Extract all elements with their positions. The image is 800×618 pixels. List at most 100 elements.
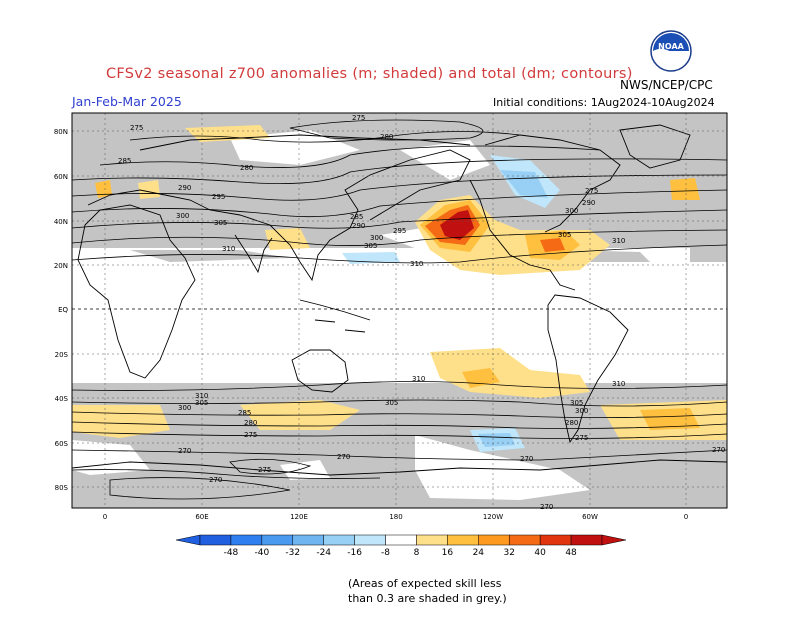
contour-label: 290 xyxy=(352,222,365,230)
colorbar-tick-label: 24 xyxy=(472,548,485,558)
lon-label: 60W xyxy=(582,513,598,521)
lat-label: 20N xyxy=(54,262,68,270)
contour-label: 285 xyxy=(238,409,251,417)
lat-label: 40S xyxy=(55,395,69,403)
lat-label: EQ xyxy=(58,306,68,314)
contour-label: 300 xyxy=(176,212,189,220)
lon-label: 0 xyxy=(684,513,688,521)
contour-label: 270 xyxy=(209,476,222,484)
contour-label: 275 xyxy=(244,431,257,439)
lon-label: 180 xyxy=(389,513,402,521)
colorbar-arrow-right xyxy=(601,534,627,546)
contour-label: 295 xyxy=(393,227,406,235)
forecast-period: Jan-Feb-Mar 2025 xyxy=(72,94,182,109)
colorbar-segment xyxy=(539,534,572,546)
lat-label: 80S xyxy=(55,484,69,492)
colorbar-tick-label: 40 xyxy=(534,548,546,558)
contour-label: 310 xyxy=(412,375,425,383)
colorbar-tick-label: -32 xyxy=(285,548,301,558)
contour-label: 305 xyxy=(214,219,227,227)
colorbar-tick-label: 48 xyxy=(565,548,577,558)
lat-label: 60S xyxy=(55,440,69,448)
contour-label: 275 xyxy=(352,114,365,122)
colorbar-tick-label: -40 xyxy=(254,548,270,558)
gridlines xyxy=(72,113,727,508)
contour-label: 290 xyxy=(582,199,595,207)
contour-label: 270 xyxy=(540,503,553,511)
colorbar-segment xyxy=(261,534,294,546)
colorbar-segment xyxy=(478,534,510,546)
lon-label: 120E xyxy=(290,513,308,521)
contour-label: 270 xyxy=(520,455,533,463)
contour-label: 305 xyxy=(195,399,208,407)
contour-label: 285 xyxy=(350,213,363,221)
map-title: CFSv2 seasonal z700 anomalies (m; shaded… xyxy=(106,66,633,82)
colorbar xyxy=(175,534,627,546)
lon-axis: 0 60E 120E 180 120W 60W 0 xyxy=(103,513,688,521)
colorbar-tick-label: -48 xyxy=(223,548,239,558)
colorbar-segment xyxy=(354,534,386,546)
lat-axis: 80N 60N 40N 20N EQ 20S 40S 60S 80S xyxy=(54,128,69,492)
lon-label: 60E xyxy=(195,513,208,521)
colorbar-segment xyxy=(199,534,232,546)
colorbar-tick-label: 32 xyxy=(503,548,515,558)
colorbar-segment xyxy=(385,534,417,546)
colorbar-segment xyxy=(447,534,479,546)
contour-label: 295 xyxy=(212,193,225,201)
contour-label: 290 xyxy=(178,184,191,192)
contour-label: 305 xyxy=(558,231,571,239)
contour-label: 300 xyxy=(370,234,383,242)
colorbar-tick-label: -16 xyxy=(347,548,362,558)
contour-label: 270 xyxy=(712,446,725,454)
agency-label: NWS/NCEP/CPC xyxy=(620,78,713,92)
contour-label: 285 xyxy=(118,157,131,165)
contour-label: 305 xyxy=(364,242,377,250)
skill-note-line2: than 0.3 are shaded in grey.) xyxy=(348,592,507,605)
colorbar-tick-label: 16 xyxy=(441,548,454,558)
colorbar-segment xyxy=(292,534,324,546)
contour-label: 305 xyxy=(570,399,583,407)
colorbar-arrow-left xyxy=(175,534,201,546)
noaa-logo-text: NOAA xyxy=(658,42,684,51)
colorbar-segment xyxy=(323,534,355,546)
contour-label: 280 xyxy=(565,419,578,427)
grey-mask-south xyxy=(72,383,727,508)
colorbar-segment xyxy=(508,534,541,546)
colorbar-tick-label: -24 xyxy=(316,548,332,558)
skill-note: (Areas of expected skill less than 0.3 a… xyxy=(348,576,507,606)
lat-label: 40N xyxy=(54,218,68,226)
contour-label: 270 xyxy=(178,447,191,455)
contour-label: 300 xyxy=(575,407,588,415)
initial-conditions: Initial conditions: 1Aug2024-10Aug2024 xyxy=(493,96,715,109)
contour-label: 275 xyxy=(575,434,588,442)
colorbar-tick-label: -8 xyxy=(381,548,391,558)
contour-label: 275 xyxy=(130,124,143,132)
contour-label: 270 xyxy=(337,453,350,461)
contour-label: 300 xyxy=(565,207,578,215)
contour-label: 310 xyxy=(612,380,625,388)
noaa-logo: NOAA xyxy=(650,30,692,72)
colorbar-segment xyxy=(570,534,603,546)
colorbar-segment xyxy=(230,534,263,546)
skill-note-line1: (Areas of expected skill less xyxy=(348,577,502,590)
lat-label: 20S xyxy=(55,351,69,359)
contour-label: 310 xyxy=(612,237,625,245)
contour-label-group: 275 275 280 280 285 285 290 290 295 295 … xyxy=(118,114,725,511)
contour-label: 305 xyxy=(385,399,398,407)
grey-mask-north xyxy=(72,113,727,248)
contour-label: 275 xyxy=(258,466,271,474)
colorbar-tick-label: 8 xyxy=(413,548,420,558)
contour-label: 310 xyxy=(222,245,235,253)
contour-label: 310 xyxy=(410,260,423,268)
colorbar-segment xyxy=(416,534,448,546)
contour-label: 280 xyxy=(240,164,253,172)
contour-label: 300 xyxy=(178,404,191,412)
contour-label: 275 xyxy=(585,187,598,195)
contour-label: 310 xyxy=(195,392,208,400)
contours xyxy=(72,119,727,500)
contour-label: 280 xyxy=(380,133,393,141)
lat-label: 80N xyxy=(54,128,68,136)
lon-label: 120W xyxy=(483,513,503,521)
contour-label: 280 xyxy=(244,419,257,427)
